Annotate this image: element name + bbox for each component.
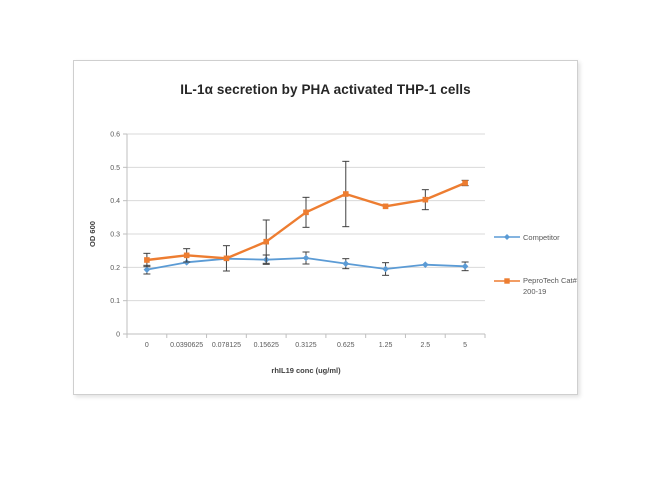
legend-entry-peprotech: PeproTech Cat# 200-19 — [494, 275, 583, 297]
x-tick-label: 0.0390625 — [170, 342, 203, 349]
legend-label-competitor: Competitor — [523, 232, 560, 242]
x-tick-label: 5 — [463, 342, 467, 349]
y-tick-label: 0 — [116, 332, 120, 339]
x-tick-label: 0.3125 — [295, 342, 317, 349]
data-point-marker — [263, 238, 270, 245]
y-tick-label: 0.3 — [110, 232, 120, 239]
data-point-marker — [382, 265, 389, 273]
competitor-line-marker-icon — [494, 232, 520, 242]
x-tick-label: 0.078125 — [212, 342, 241, 349]
data-point-marker — [342, 191, 349, 197]
data-point-marker — [144, 257, 150, 263]
chart-plot-area: 0 0.1 0.2 0.3 0.4 0.5 0.6 0 0.0390625 0.078125 0.1… — [110, 132, 486, 349]
data-point-marker — [183, 252, 190, 259]
data-point-marker — [342, 260, 350, 267]
y-tick-label: 0.1 — [110, 298, 120, 305]
data-point-marker — [143, 266, 151, 273]
data-point-marker — [422, 196, 429, 203]
data-point-marker — [223, 255, 230, 262]
y-axis-title: OD 600 — [88, 221, 97, 247]
data-point-marker — [302, 254, 310, 262]
data-point-marker — [303, 209, 309, 216]
legend-entry-competitor: Competitor — [494, 231, 560, 243]
y-tick-label: 0.2 — [110, 265, 120, 272]
chart-title: IL-1α secretion by PHA activated THP-1 c… — [180, 82, 471, 97]
data-point-marker — [462, 180, 468, 186]
x-tick-label: 0.625 — [337, 342, 355, 349]
x-tick-label: 0 — [145, 342, 149, 349]
x-tick-label: 0.15625 — [254, 342, 279, 349]
diamond-legend-marker-icon — [494, 234, 520, 240]
square-legend-marker-icon — [494, 278, 520, 284]
x-tick-label: 1.25 — [379, 342, 393, 349]
data-point-marker — [461, 263, 469, 270]
peprotech-line-marker-icon — [494, 276, 520, 286]
data-point-marker — [382, 203, 389, 210]
y-tick-label: 0.5 — [110, 165, 120, 172]
data-point-marker — [422, 261, 429, 268]
legend-label-peprotech: PeproTech Cat# 200-19 — [523, 276, 577, 296]
x-tick-label: 2.5 — [420, 342, 430, 349]
x-axis-title: rhIL19 conc (ug/ml) — [271, 366, 341, 375]
y-tick-label: 0.6 — [110, 132, 120, 139]
y-tick-label: 0.4 — [110, 198, 120, 205]
chart-frame: IL-1α secretion by PHA activated THP-1 c… — [73, 60, 578, 395]
